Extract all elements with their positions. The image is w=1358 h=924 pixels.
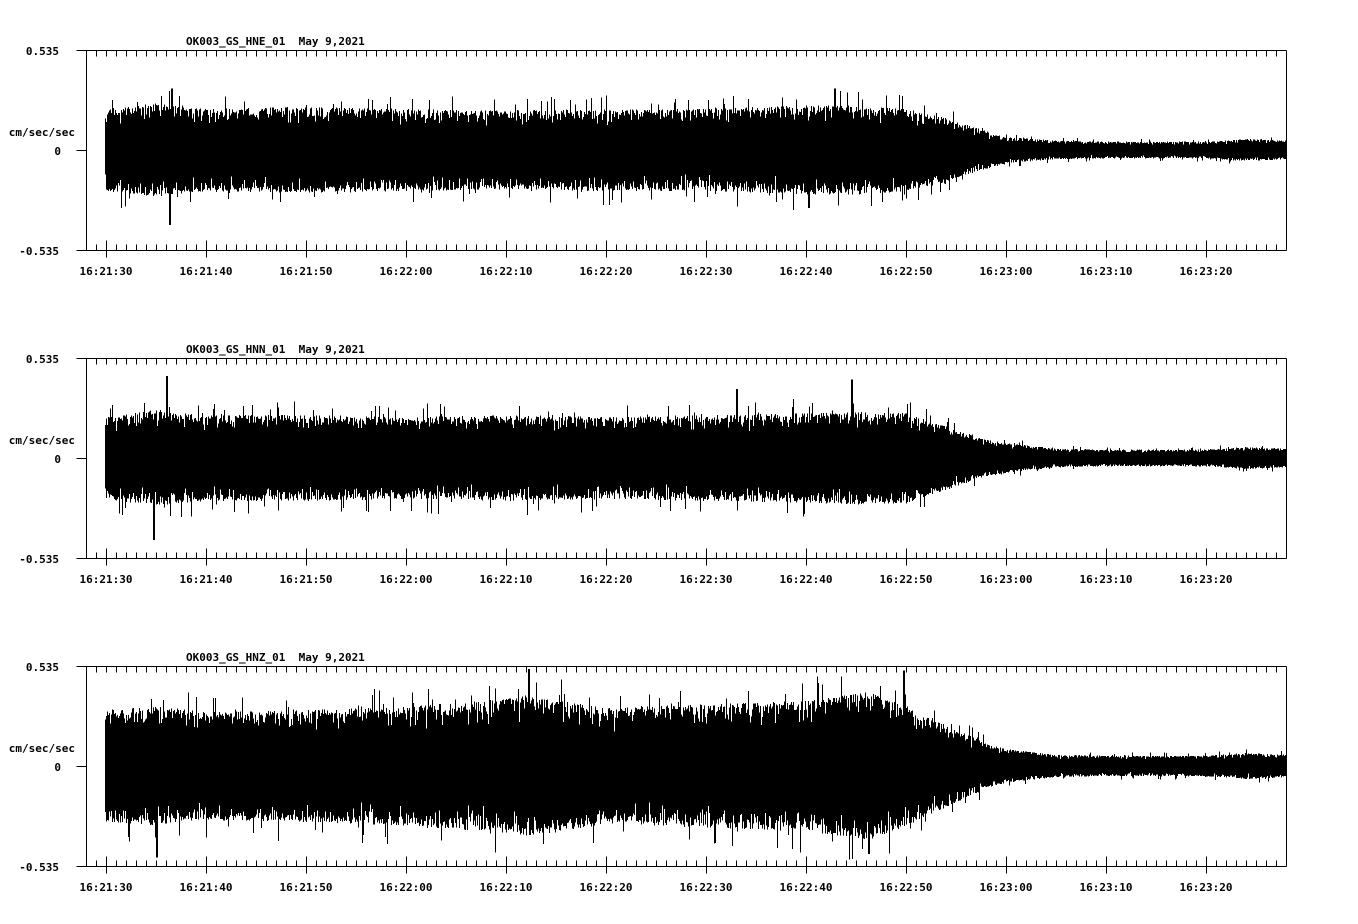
waveform-core — [105, 124, 1287, 176]
y-axis-label: cm/sec/sec — [9, 434, 75, 447]
x-tick-label: 16:23:10 — [1080, 265, 1133, 278]
x-tick-label: 16:21:30 — [80, 881, 133, 894]
x-tick-label: 16:22:20 — [580, 265, 633, 278]
x-tick-label: 16:22:30 — [680, 265, 733, 278]
x-tick-label: 16:23:20 — [1180, 881, 1233, 894]
x-tick-label: 16:23:10 — [1080, 573, 1133, 586]
y-tick-zero-label: 0 — [54, 453, 61, 466]
x-tick-label: 16:23:20 — [1180, 265, 1233, 278]
x-tick-label: 16:23:00 — [980, 265, 1033, 278]
x-tick-labels: 16:21:30 16:21:40 16:21:50 16:22:00 16:22:10… — [80, 573, 1233, 586]
x-tick-label: 16:21:40 — [180, 265, 233, 278]
x-tick-label: 16:23:20 — [1180, 573, 1233, 586]
x-tick-label: 16:22:20 — [580, 573, 633, 586]
x-tick-label: 16:22:10 — [480, 573, 533, 586]
x-tick-label: 16:23:10 — [1080, 881, 1133, 894]
x-tick-label: 16:21:50 — [280, 573, 333, 586]
x-tick-labels: 16:21:30 16:21:40 16:21:50 16:22:00 16:22:10… — [80, 881, 1233, 894]
x-tick-label: 16:22:00 — [380, 265, 433, 278]
x-tick-label: 16:22:30 — [680, 573, 733, 586]
x-tick-label: 16:22:50 — [880, 573, 933, 586]
x-tick-label: 16:22:30 — [680, 881, 733, 894]
y-tick-max-label: 0.535 — [26, 661, 59, 674]
x-tick-label: 16:22:00 — [380, 881, 433, 894]
y-tick-zero-label: 0 — [54, 761, 61, 774]
y-axis-label: cm/sec/sec — [9, 742, 75, 755]
plot-frame — [76, 50, 1287, 258]
panel-title: OK003_GS_HNE_01 May 9,2021 — [186, 35, 365, 48]
y-tick-max-label: 0.535 — [26, 353, 59, 366]
seismogram-panel-hnn: OK003_GS_HNN_01 May 9,2021 0.535 cm/sec/… — [9, 343, 1287, 586]
y-tick-min-label: -0.535 — [19, 553, 59, 566]
x-tick-label: 16:22:00 — [380, 573, 433, 586]
panel-title: OK003_GS_HNN_01 May 9,2021 — [186, 343, 365, 356]
x-tick-label: 16:22:50 — [880, 265, 933, 278]
plot-frame — [76, 358, 1287, 566]
y-tick-max-label: 0.535 — [26, 45, 59, 58]
x-tick-label: 16:21:30 — [80, 265, 133, 278]
x-tick-label: 16:22:50 — [880, 881, 933, 894]
x-tick-label: 16:22:40 — [780, 881, 833, 894]
x-tick-label: 16:23:00 — [980, 573, 1033, 586]
x-tick-label: 16:21:40 — [180, 881, 233, 894]
waveform-core — [105, 431, 1287, 485]
x-tick-label: 16:21:50 — [280, 881, 333, 894]
x-tick-label: 16:21:50 — [280, 265, 333, 278]
x-tick-label: 16:22:10 — [480, 881, 533, 894]
seismogram-panel-hne: OK003_GS_HNE_01 May 9,2021 0.535 cm/sec/… — [9, 35, 1287, 278]
x-tick-label: 16:21:30 — [80, 573, 133, 586]
y-axis-label: cm/sec/sec — [9, 126, 75, 139]
x-tick-label: 16:22:40 — [780, 265, 833, 278]
x-tick-label: 16:21:40 — [180, 573, 233, 586]
x-tick-label: 16:22:20 — [580, 881, 633, 894]
x-tick-label: 16:22:40 — [780, 573, 833, 586]
waveform-core — [105, 724, 1287, 808]
x-tick-labels: 16:21:30 16:21:40 16:21:50 16:22:00 16:22:10… — [80, 265, 1233, 278]
panel-title: OK003_GS_HNZ_01 May 9,2021 — [186, 651, 365, 664]
y-tick-min-label: -0.535 — [19, 245, 59, 258]
x-tick-label: 16:22:10 — [480, 265, 533, 278]
x-tick-label: 16:23:00 — [980, 881, 1033, 894]
y-tick-min-label: -0.535 — [19, 861, 59, 874]
seismogram-panel-hnz: OK003_GS_HNZ_01 May 9,2021 0.535 cm/sec/… — [9, 651, 1287, 894]
y-tick-zero-label: 0 — [54, 145, 61, 158]
